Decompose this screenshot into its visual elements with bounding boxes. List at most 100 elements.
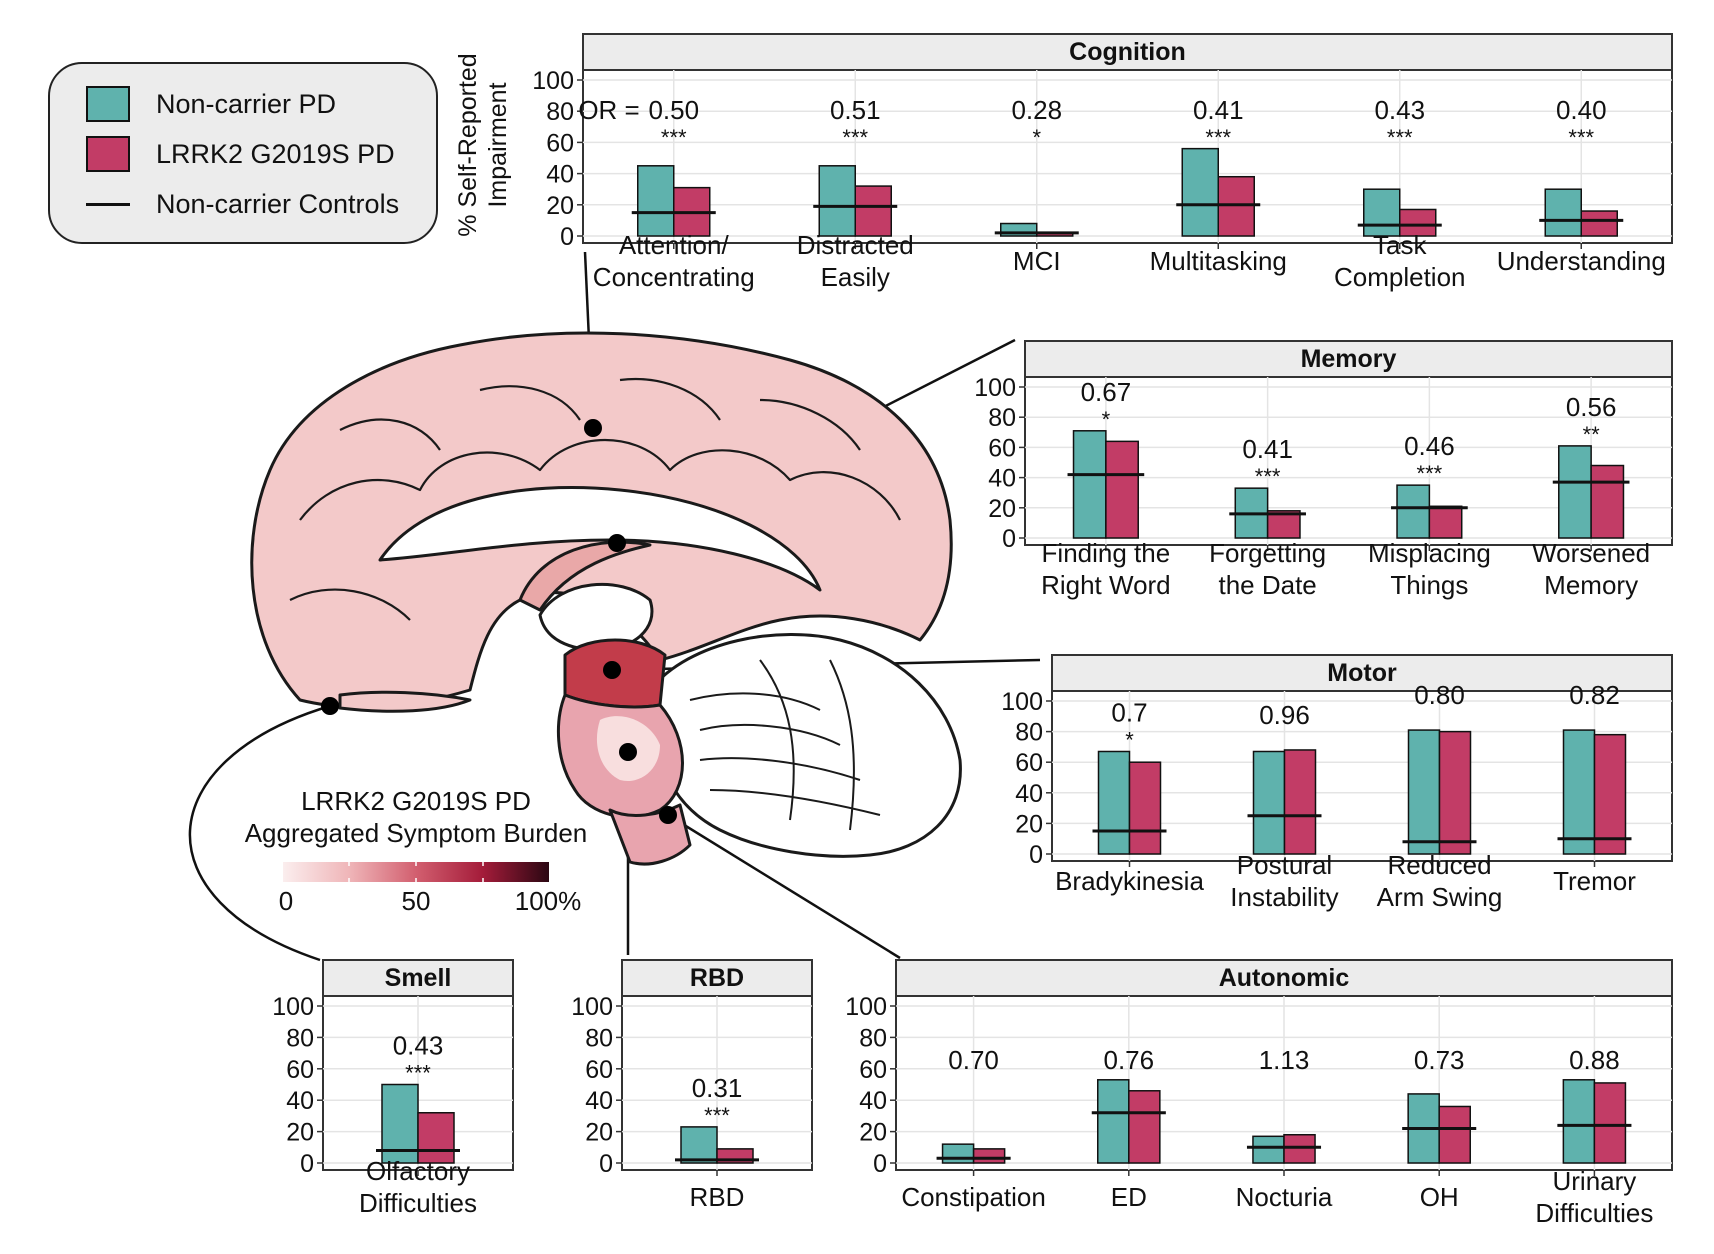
bar-lrrk2	[1399, 208, 1437, 237]
odds-ratio-label: 0.76	[1103, 1045, 1154, 1075]
y-tick-label: 80	[585, 1024, 613, 1052]
y-tick-label: 40	[1015, 780, 1043, 808]
category-label: Concentrating	[593, 262, 755, 292]
significance-label: ***	[661, 125, 687, 150]
odds-ratio-label: 0.43	[1374, 95, 1425, 125]
y-tick-label: 0	[873, 1150, 887, 1178]
category-label: Distracted	[797, 230, 914, 260]
legend-line-controls	[86, 202, 130, 206]
y-tick-label: 100	[845, 993, 887, 1021]
panel-strip	[895, 959, 1673, 997]
significance-label: *	[1032, 125, 1041, 150]
odds-ratio-label: 0.88	[1569, 1045, 1620, 1075]
category-label: Urinary	[1553, 1166, 1637, 1196]
bar-lrrk2	[1105, 440, 1139, 539]
corpus-callosum	[378, 486, 822, 592]
category-label: Right Word	[1041, 570, 1171, 600]
category-label: Misplacing	[1368, 538, 1491, 568]
odds-ratio-label: 0.46	[1404, 431, 1455, 461]
region-markers	[321, 419, 677, 824]
colorbar-gradient	[283, 862, 549, 882]
panel-title: Memory	[1301, 345, 1397, 373]
y-tick-label: 60	[988, 434, 1016, 462]
marker-autonomic	[659, 806, 677, 824]
odds-ratio-label: 0.80	[1414, 680, 1465, 710]
legend-label-noncarrier: Non-carrier PD	[156, 88, 337, 119]
category-label: ED	[1111, 1182, 1147, 1212]
legend-label-lrrk2: LRRK2 G2019S PD	[156, 138, 395, 169]
odds-ratio-label: 0.31	[692, 1073, 743, 1103]
bar-lrrk2	[1128, 1090, 1161, 1164]
odds-ratio-label: 0.82	[1569, 680, 1620, 710]
y-tick-label: 80	[286, 1024, 314, 1052]
y-tick-label: 0	[1029, 841, 1043, 869]
significance-label: ***	[1205, 125, 1231, 150]
odds-ratio-label: 0.67	[1081, 377, 1132, 407]
significance-label: ***	[405, 1061, 431, 1086]
bar-lrrk2	[1438, 1105, 1471, 1164]
bar-lrrk2	[854, 185, 892, 237]
y-tick-label: 20	[988, 495, 1016, 523]
y-tick-label: 0	[1002, 525, 1016, 553]
odds-ratio-label: 0.43	[393, 1031, 444, 1061]
bar-lrrk2	[1580, 210, 1618, 237]
panel-title: Cognition	[1069, 38, 1186, 66]
y-tick-label: 20	[859, 1119, 887, 1147]
legend-label-controls: Non-carrier Controls	[156, 188, 400, 219]
y-tick-label: 0	[300, 1150, 314, 1178]
y-tick-label: 20	[546, 192, 574, 220]
odds-ratio-label: 0.40	[1556, 95, 1607, 125]
odds-ratio-label: 0.50	[648, 95, 699, 125]
bar-lrrk2	[1266, 510, 1301, 539]
category-label: Understanding	[1497, 246, 1666, 276]
category-label: OH	[1420, 1182, 1459, 1212]
odds-ratio-label: 0.7	[1111, 697, 1147, 727]
y-tick-label: 0	[560, 223, 574, 251]
odds-ratio-label: 0.41	[1242, 434, 1293, 464]
odds-ratio-label: 0.73	[1414, 1045, 1465, 1075]
category-label: Reduced	[1387, 850, 1491, 880]
bar-noncarrier	[1252, 750, 1286, 855]
y-tick-label: 100	[272, 993, 314, 1021]
panel-title: Motor	[1327, 659, 1397, 687]
category-label: Completion	[1334, 262, 1466, 292]
category-label: Finding the	[1042, 538, 1171, 568]
bar-lrrk2	[1593, 733, 1627, 855]
bar-lrrk2	[1438, 730, 1472, 855]
marker-memory	[608, 534, 626, 552]
bar-lrrk2	[972, 1148, 1006, 1164]
panel-strip	[621, 959, 813, 997]
bar-noncarrier	[1544, 188, 1582, 237]
panel-strip	[1051, 654, 1673, 692]
y-tick-label: 40	[859, 1087, 887, 1115]
colorbar-tick-50: 50	[402, 886, 431, 916]
panel-cognition: Cognition0204060801000.50***Attention/Co…	[532, 33, 1673, 292]
category-label: RBD	[690, 1182, 745, 1212]
category-label: Tremor	[1553, 866, 1636, 896]
category-label: Memory	[1544, 570, 1638, 600]
y-tick-label: 60	[286, 1056, 314, 1084]
significance-label: ***	[842, 125, 868, 150]
legend-item-noncarrier: Non-carrier PD	[86, 84, 336, 124]
y-tick-label: 100	[532, 67, 574, 95]
bar-noncarrier	[1097, 750, 1131, 855]
panel-autonomic: Autonomic 0 20 40 60 80 100 0.70 Constipation 0.7…	[845, 959, 1673, 1228]
panel-strip	[322, 959, 514, 997]
category-label: Multitasking	[1150, 246, 1287, 276]
category-label: Bradykinesia	[1055, 866, 1204, 896]
odds-ratio-label: 0.70	[948, 1045, 999, 1075]
bar-noncarrier	[1396, 484, 1431, 539]
bar-lrrk2	[1590, 464, 1625, 539]
marker-motor	[603, 661, 621, 679]
bar-noncarrier	[1562, 1079, 1596, 1164]
bar-noncarrier	[1097, 1079, 1130, 1164]
bar-lrrk2	[1283, 749, 1317, 855]
marker-cognition	[584, 419, 602, 437]
category-label: Attention/	[619, 230, 730, 260]
category-label: Constipation	[901, 1182, 1046, 1212]
cerebellum	[648, 632, 962, 858]
bar-noncarrier	[818, 165, 856, 237]
